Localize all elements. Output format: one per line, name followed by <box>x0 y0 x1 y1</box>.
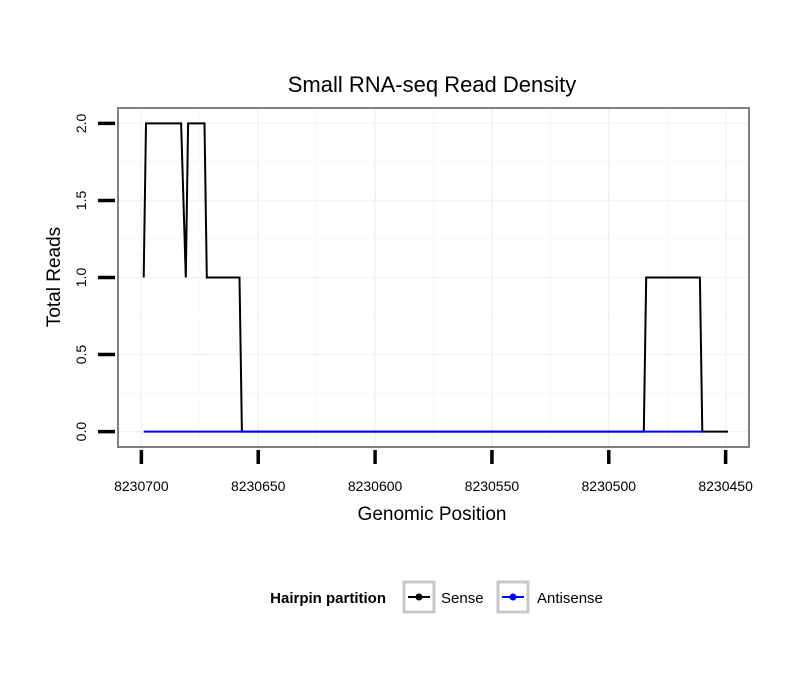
chart-title: Small RNA-seq Read Density <box>288 72 577 97</box>
y-tick-label-0: 0.0 <box>73 422 89 442</box>
legend-label-antisense: Antisense <box>537 590 603 607</box>
legend-title: Hairpin partition <box>270 590 386 607</box>
x-tick-label-3: 8230550 <box>465 478 520 494</box>
x-axis-label: Genomic Position <box>358 504 507 525</box>
legend-entry-sense: Sense <box>402 580 484 614</box>
y-axis-ticks: 0.0 0.5 1.0 1.5 2.0 <box>73 113 115 441</box>
legend-label-sense: Sense <box>441 590 484 607</box>
series-line-sense <box>142 122 728 433</box>
y-tick-label-1: 0.5 <box>73 345 89 365</box>
x-tick-label-2: 8230600 <box>348 478 403 494</box>
series-lines <box>142 122 728 433</box>
x-axis-ticks: 8230700 8230650 8230600 8230550 8230500 82304… <box>114 450 753 494</box>
x-tick-label-5: 8230450 <box>698 478 753 494</box>
legend-key-sense-point <box>415 593 423 601</box>
legend: Hairpin partition Sense Antisense <box>270 580 603 614</box>
legend-entry-antisense: Antisense <box>496 580 603 614</box>
y-tick-label-4: 2.0 <box>73 113 89 133</box>
legend-key-antisense-point <box>509 593 517 601</box>
x-tick-label-1: 8230650 <box>231 478 286 494</box>
y-tick-label-3: 1.5 <box>73 191 89 211</box>
plot-panel-border <box>117 107 750 448</box>
x-tick-label-4: 8230500 <box>582 478 637 494</box>
x-tick-label-0: 8230700 <box>114 478 169 494</box>
y-axis-label: Total Reads <box>44 227 65 327</box>
y-tick-label-2: 1.0 <box>73 268 89 288</box>
